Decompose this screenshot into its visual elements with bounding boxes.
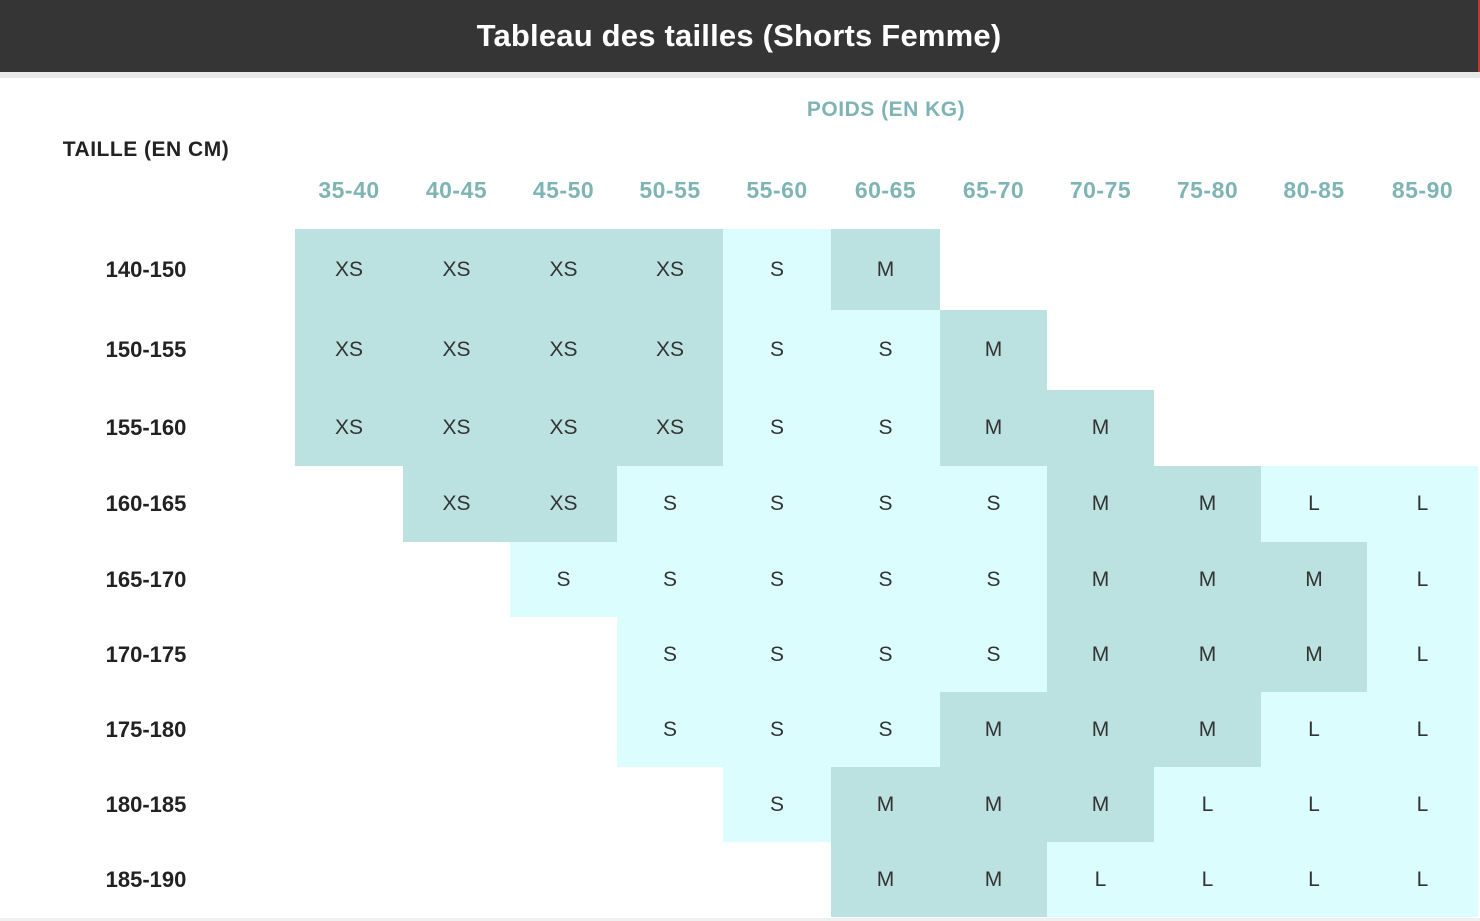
page-title: Tableau des tailles (Shorts Femme): [476, 18, 1002, 53]
weight-range-header: 70-75: [1069, 177, 1132, 203]
weight-range-header: 40-45: [425, 177, 488, 203]
size-cell: M: [1154, 617, 1261, 692]
size-cell: M: [1047, 466, 1154, 542]
size-cell: S: [723, 542, 831, 617]
size-cell: S: [723, 390, 831, 466]
size-cell: XS: [510, 390, 617, 466]
weight-range-header: 80-85: [1283, 177, 1345, 203]
size-cell: M: [940, 692, 1047, 767]
size-cell: M: [831, 229, 940, 310]
weight-range-header: 60-65: [854, 177, 917, 203]
bottom-divider: [0, 918, 1480, 921]
size-cell: S: [617, 542, 723, 617]
size-cell: S: [831, 466, 940, 542]
size-cell: XS: [403, 229, 510, 310]
size-cell: M: [940, 310, 1047, 390]
size-cell: L: [1261, 692, 1367, 767]
size-cell: XS: [617, 310, 723, 390]
height-range-header: 170-175: [105, 641, 187, 667]
size-cell: L: [1367, 617, 1478, 692]
size-cell: L: [1367, 466, 1478, 542]
size-cell: M: [1261, 617, 1367, 692]
size-cell: M: [940, 767, 1047, 842]
size-cell: M: [1047, 390, 1154, 466]
weight-range-header: 50-55: [639, 177, 701, 203]
size-cell: L: [1154, 842, 1261, 917]
size-cell: M: [1154, 692, 1261, 767]
size-cell: XS: [510, 229, 617, 310]
size-cell: XS: [295, 310, 403, 390]
size-cell: L: [1367, 767, 1478, 842]
size-cell: XS: [403, 390, 510, 466]
size-cell: L: [1367, 692, 1478, 767]
size-cell: XS: [510, 310, 617, 390]
weight-range-header: 45-50: [532, 177, 595, 203]
size-cell: M: [1047, 767, 1154, 842]
size-cell: M: [940, 842, 1047, 917]
size-cell: L: [1261, 767, 1367, 842]
weight-range-header: 35-40: [318, 177, 380, 203]
size-cell: M: [1154, 466, 1261, 542]
height-range-header: 180-185: [105, 791, 187, 817]
size-cell: XS: [295, 229, 403, 310]
size-cell: M: [1047, 617, 1154, 692]
size-cell: S: [617, 617, 723, 692]
weight-range-header: 75-80: [1176, 177, 1239, 203]
size-cell: M: [831, 767, 940, 842]
height-range-header: 160-165: [105, 491, 187, 516]
size-cell: S: [617, 692, 723, 767]
size-cell: S: [831, 390, 940, 466]
size-cell: S: [723, 767, 831, 842]
size-cell: S: [940, 617, 1047, 692]
size-cell: S: [940, 466, 1047, 542]
size-cell: L: [1367, 542, 1478, 617]
header-divider: [0, 72, 1480, 78]
page-header: Tableau des tailles (Shorts Femme): [0, 0, 1480, 72]
size-cell: L: [1154, 767, 1261, 842]
size-cell: M: [1047, 692, 1154, 767]
size-cell: M: [1154, 542, 1261, 617]
weight-range-header: 85-90: [1391, 177, 1454, 203]
size-cell: S: [723, 466, 831, 542]
size-cell: S: [510, 542, 617, 617]
weight-range-header: 55-60: [746, 177, 808, 203]
height-range-header: 155-160: [105, 415, 187, 440]
size-cell: M: [831, 842, 940, 917]
size-cell: S: [723, 229, 831, 310]
height-range-header: 165-170: [105, 566, 187, 592]
size-cell: XS: [617, 390, 723, 466]
size-cell: S: [831, 617, 940, 692]
size-cell: M: [1047, 542, 1154, 617]
size-cell: L: [1261, 466, 1367, 542]
size-cell: S: [723, 617, 831, 692]
size-cell: L: [1261, 842, 1367, 917]
height-range-header: 140-150: [105, 256, 187, 282]
size-cell: XS: [403, 310, 510, 390]
size-cell: S: [831, 542, 940, 617]
size-cell: S: [723, 692, 831, 767]
size-cell: S: [723, 310, 831, 390]
height-axis-label: TAILLE (EN CM): [62, 138, 230, 161]
size-cell: S: [617, 466, 723, 542]
height-range-header: 185-190: [105, 866, 187, 892]
size-cell: L: [1367, 842, 1478, 917]
weight-range-header: 65-70: [962, 177, 1025, 203]
size-cell: M: [1261, 542, 1367, 617]
size-cell: L: [1047, 842, 1154, 917]
size-cell: XS: [510, 466, 617, 542]
size-cell: XS: [295, 390, 403, 466]
size-cell: S: [940, 542, 1047, 617]
size-cell: M: [940, 390, 1047, 466]
height-range-header: 175-180: [105, 716, 187, 742]
size-cell: S: [831, 692, 940, 767]
weight-axis-label: POIDS (EN KG): [806, 98, 966, 121]
height-range-header: 150-155: [105, 337, 187, 362]
size-cell: S: [831, 310, 940, 390]
size-cell: XS: [403, 466, 510, 542]
size-cell: XS: [617, 229, 723, 310]
